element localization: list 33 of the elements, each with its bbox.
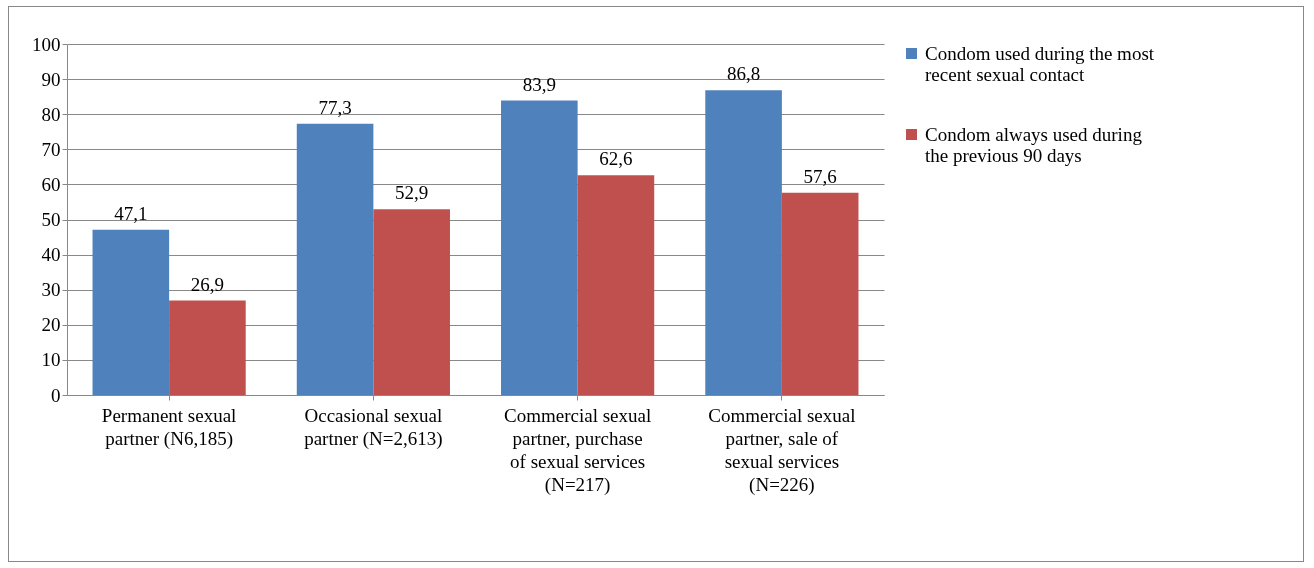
bar [501,100,578,395]
x-tick-label: Occasional sexual partner (N=2,613) [304,404,443,450]
x-tick-label: Commercial sexual partner, purchase of sexual services (N=217) [504,404,652,496]
bar [373,209,450,395]
bar [296,123,374,395]
data-label: 62,6 [599,148,633,170]
y-tick-label: 20 [41,314,61,336]
y-tick-label: 90 [41,68,61,90]
y-tick-label: 40 [41,244,61,266]
data-label: 47,1 [114,202,148,224]
y-tick-label: 0 [51,384,61,406]
y-tick-label: 30 [41,279,61,301]
data-label: 83,9 [522,73,556,95]
y-tick-label: 10 [41,349,61,371]
y-tick-label: 100 [32,33,61,55]
bar [705,90,782,395]
legend-label: Condom always used during the previous 90 days [925,123,1143,166]
y-tick-label: 70 [41,138,61,160]
data-label: 86,8 [726,63,761,85]
data-label: 52,9 [395,182,429,204]
y-tick-label: 60 [41,173,61,195]
x-tick-label: Commercial sexual partner, sale of sexual services (N=226) [708,404,856,496]
legend-label: Condom used during the most recent sexual contact [925,42,1155,85]
bar [92,229,170,395]
y-tick-label: 50 [41,209,61,230]
bar [577,175,655,395]
data-label: 26,9 [190,273,225,295]
x-tick-label: Permanent sexual partner (N6,185) [101,404,237,450]
y-tick-label: 80 [41,103,61,125]
bar [781,192,859,395]
data-label: 77,3 [318,96,352,118]
data-label: 57,6 [803,165,837,187]
bar [169,300,246,395]
